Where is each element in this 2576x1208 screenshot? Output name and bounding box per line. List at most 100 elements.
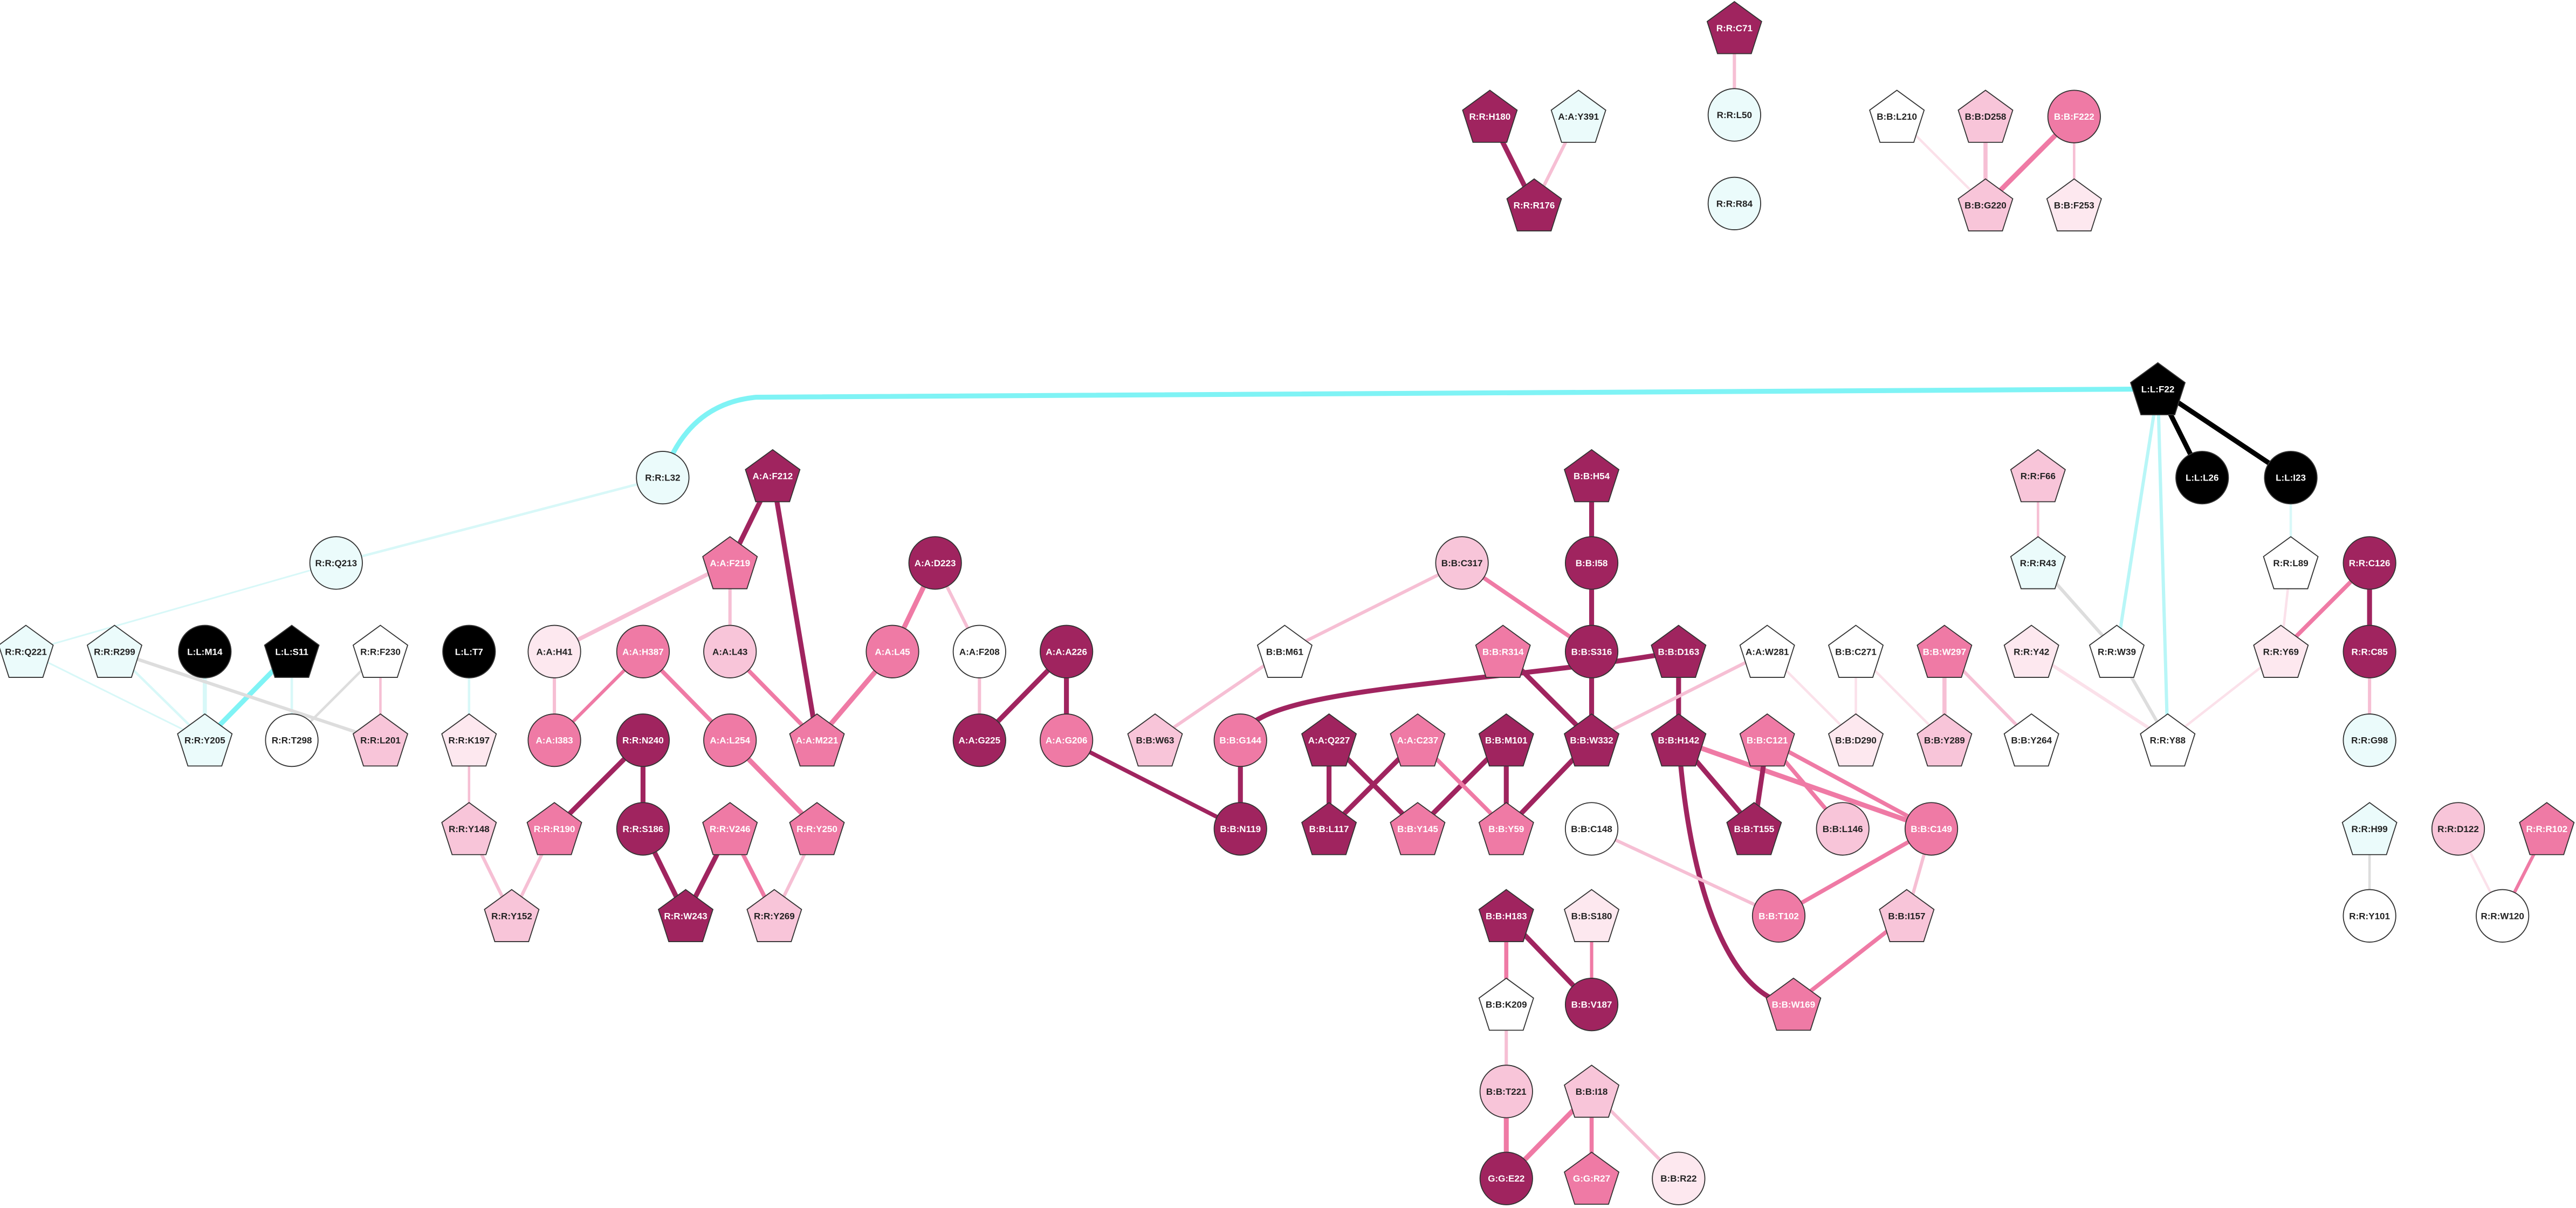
node-circle bbox=[178, 624, 232, 678]
node: G:G:E22 bbox=[1479, 1151, 1533, 1205]
node-label: R:R:C126 bbox=[2349, 558, 2390, 568]
node: R:R:W120 bbox=[2476, 889, 2530, 943]
node-label: R:R:K197 bbox=[448, 736, 490, 746]
node-label: B:B:I18 bbox=[1576, 1087, 1608, 1097]
node-label: R:R:W243 bbox=[664, 911, 707, 921]
node-label: R:R:Y148 bbox=[449, 824, 490, 834]
node: R:R:V246 bbox=[702, 802, 758, 855]
node-pentagon bbox=[1879, 889, 1935, 942]
node-label: B:B:H183 bbox=[1486, 911, 1527, 921]
edge bbox=[2115, 388, 2160, 652]
node: R:R:R102 bbox=[2519, 802, 2575, 855]
node-label: B:B:L210 bbox=[1877, 112, 1917, 122]
node: R:R:L201 bbox=[352, 713, 409, 767]
node-pentagon bbox=[2263, 536, 2319, 589]
edge bbox=[1676, 740, 1794, 1007]
node: R:R:L50 bbox=[1707, 88, 1761, 142]
node-label: L:L:T7 bbox=[455, 647, 483, 657]
node-label: A:A:G206 bbox=[1046, 736, 1088, 746]
node-label: B:B:W297 bbox=[1923, 647, 1966, 657]
node-pentagon bbox=[1563, 713, 1620, 767]
node-label: B:B:Y59 bbox=[1488, 824, 1524, 834]
edge bbox=[114, 650, 381, 742]
node-label: B:B:H54 bbox=[1574, 471, 1610, 482]
node: R:R:L89 bbox=[2263, 536, 2319, 589]
node-label: B:B:C121 bbox=[1747, 736, 1788, 746]
node-label: R:R:Y42 bbox=[2014, 647, 2049, 657]
node: A:A:A226 bbox=[1040, 624, 1094, 678]
node-label: R:R:R102 bbox=[2526, 824, 2568, 834]
edge bbox=[1766, 738, 1933, 831]
node-label: A:A:W281 bbox=[1746, 647, 1789, 657]
node-label: R:R:D122 bbox=[2437, 824, 2479, 834]
node-circle bbox=[2431, 802, 2485, 856]
node: B:B:S316 bbox=[1564, 624, 1619, 678]
node-pentagon bbox=[1651, 713, 1707, 767]
node-circle bbox=[1479, 1151, 1533, 1205]
node-pentagon bbox=[1957, 178, 2014, 232]
node-circle bbox=[1040, 713, 1094, 767]
node-label: B:B:I157 bbox=[1888, 911, 1925, 921]
node-label: A:A:F219 bbox=[710, 558, 750, 568]
node: A:A:W281 bbox=[1739, 624, 1795, 678]
node: R:R:C126 bbox=[2343, 536, 2396, 590]
node-circle bbox=[1564, 802, 1619, 856]
node: R:R:F230 bbox=[352, 624, 409, 678]
edge bbox=[1591, 827, 1780, 918]
node-label: B:B:T221 bbox=[1486, 1087, 1527, 1097]
node-pentagon bbox=[352, 624, 409, 678]
node-label: G:G:E22 bbox=[1488, 1173, 1524, 1184]
node-label: B:B:S180 bbox=[1571, 911, 1612, 921]
node: R:R:N240 bbox=[616, 713, 670, 767]
node-pentagon bbox=[0, 624, 54, 678]
node-label: B:B:W63 bbox=[1136, 736, 1174, 746]
node-label: A:A:Y391 bbox=[1558, 112, 1599, 122]
node-label: R:R:R190 bbox=[534, 824, 575, 834]
node-circle bbox=[2476, 889, 2530, 943]
node: B:B:G220 bbox=[1957, 178, 2014, 232]
node: R:R:R299 bbox=[86, 624, 143, 678]
node-label: R:R:V246 bbox=[710, 824, 751, 834]
node-label: B:B:R314 bbox=[1482, 647, 1524, 657]
node-label: B:B:M101 bbox=[1485, 736, 1528, 746]
node: B:B:K209 bbox=[1478, 977, 1534, 1031]
node: B:B:C317 bbox=[1435, 536, 1489, 590]
node-pentagon bbox=[1739, 624, 1795, 678]
node-pentagon bbox=[2003, 713, 2059, 767]
node-label: R:R:Y101 bbox=[2349, 911, 2390, 921]
node-pentagon bbox=[1301, 802, 1357, 855]
node: R:R:Q221 bbox=[0, 624, 54, 678]
node-label: B:B:M61 bbox=[1266, 647, 1303, 657]
node: B:B:W169 bbox=[1766, 977, 1822, 1031]
node-pentagon bbox=[1506, 178, 1562, 232]
node-circle bbox=[1040, 624, 1094, 678]
node-label: B:B:V187 bbox=[1571, 1000, 1612, 1010]
node-pentagon bbox=[1706, 1, 1762, 54]
node: L:L:T7 bbox=[442, 624, 496, 678]
node: B:B:D290 bbox=[1828, 713, 1884, 767]
node-label: B:B:W332 bbox=[1570, 736, 1613, 746]
node-circle bbox=[1751, 889, 1806, 943]
node-pentagon bbox=[86, 624, 143, 678]
node: R:R:K197 bbox=[441, 713, 497, 767]
node-pentagon bbox=[1301, 713, 1357, 767]
node-label: B:B:W169 bbox=[1772, 1000, 1815, 1010]
node: R:R:Q213 bbox=[309, 536, 363, 590]
node-pentagon bbox=[2253, 624, 2309, 678]
node: B:B:Y264 bbox=[2003, 713, 2059, 767]
edge bbox=[335, 476, 663, 565]
node-label: B:B:Y289 bbox=[1924, 736, 1965, 746]
edge bbox=[25, 650, 205, 741]
node-label: R:R:G98 bbox=[2351, 736, 2388, 746]
edge bbox=[1777, 827, 1933, 918]
node-label: A:A:G225 bbox=[959, 736, 1001, 746]
node-label: A:A:L254 bbox=[710, 736, 750, 746]
node: B:B:W297 bbox=[1916, 624, 1973, 678]
node-label: A:A:C237 bbox=[1397, 736, 1439, 746]
node-pentagon bbox=[1869, 90, 1925, 143]
node-circle bbox=[616, 713, 670, 767]
node-label: A:A:L45 bbox=[875, 647, 910, 657]
node: B:B:Y145 bbox=[1390, 802, 1446, 855]
edge bbox=[770, 475, 820, 741]
